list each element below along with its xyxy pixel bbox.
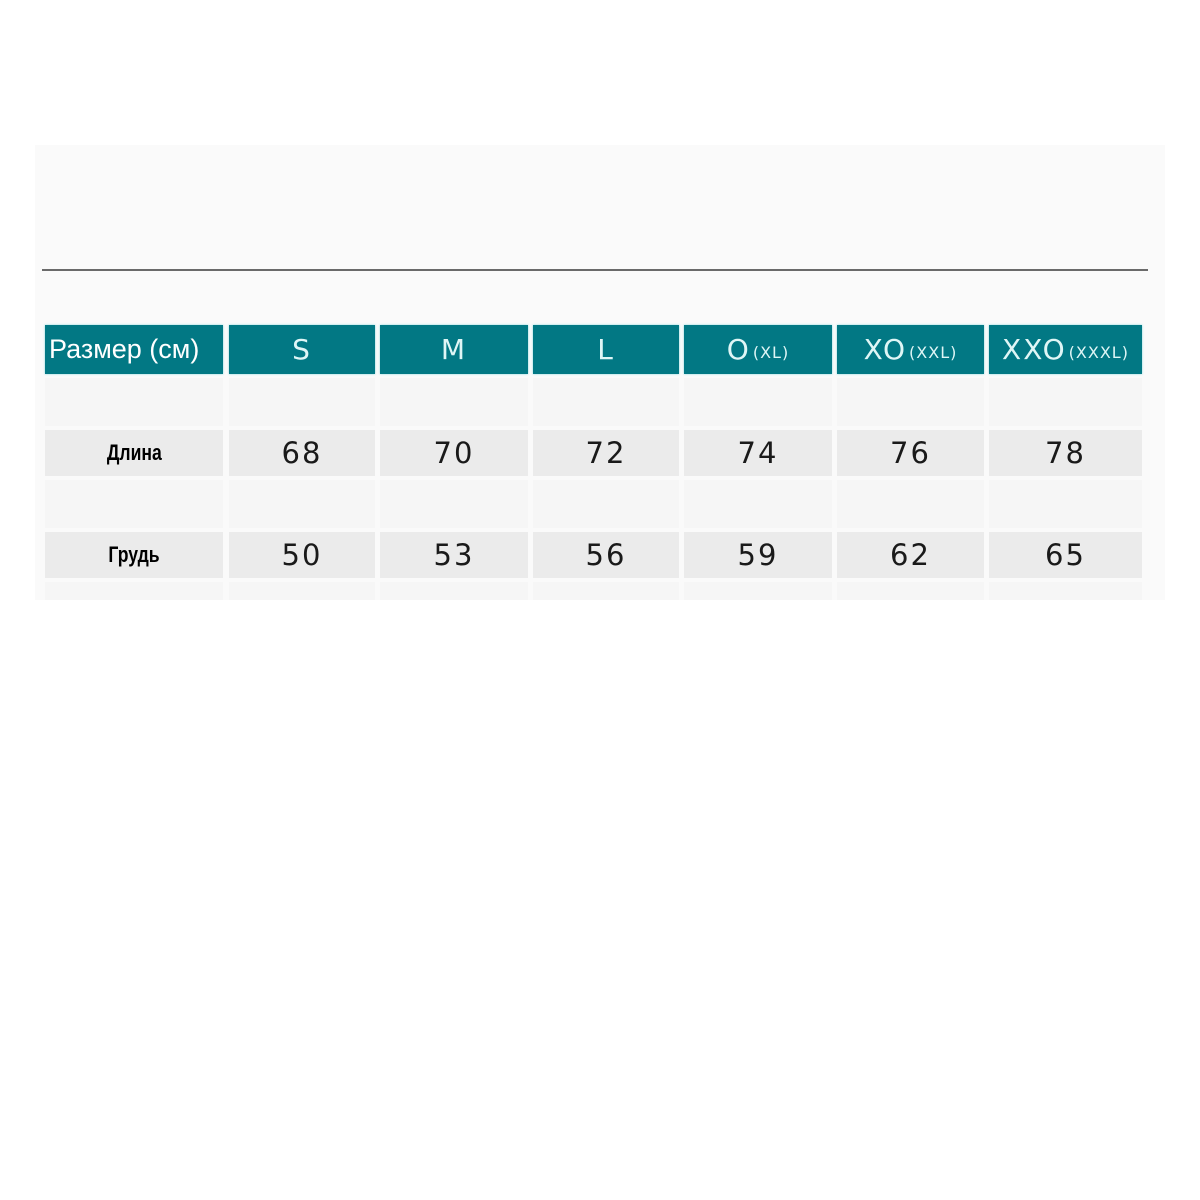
header-cell-size: M	[380, 325, 528, 374]
size-name: L	[597, 333, 615, 366]
corner-label: Размер (см)	[49, 334, 200, 364]
row-label-cell: Длина	[45, 430, 223, 476]
size-name: XO	[863, 333, 908, 366]
spacer-cell	[229, 582, 375, 600]
spacer-cell	[837, 480, 984, 528]
measurement-value: 62	[890, 538, 931, 572]
measurement-value: 65	[1045, 538, 1086, 572]
header-cell-size: S	[229, 325, 375, 374]
measurement-value: 50	[281, 538, 323, 572]
spacer-cell	[989, 480, 1142, 528]
spacer-cell	[533, 378, 679, 426]
spacer-cell	[229, 378, 375, 426]
measurement-value: 70	[433, 436, 475, 470]
divider-line	[42, 269, 1148, 271]
value-cell: 68	[229, 430, 375, 476]
value-cell: 53	[380, 532, 528, 578]
header-cell-size: XXO (XXXL)	[989, 325, 1142, 374]
spacer-cell	[533, 582, 679, 600]
size-name: O	[726, 333, 751, 366]
spacer-cell	[837, 582, 984, 600]
spacer-cell	[229, 480, 375, 528]
value-cell: 76	[837, 430, 984, 476]
size-name: XXO	[1002, 333, 1067, 366]
value-cell: 72	[533, 430, 679, 476]
measurement-value: 74	[737, 436, 779, 470]
value-cell: 78	[989, 430, 1142, 476]
spacer-cell	[684, 378, 832, 426]
value-cell: 62	[837, 532, 984, 578]
spacer-cell	[533, 480, 679, 528]
row-label-cell: Грудь	[45, 532, 223, 578]
measurement-value: 53	[433, 538, 475, 572]
spacer-cell	[684, 480, 832, 528]
measurement-value: 68	[281, 436, 323, 470]
row-label: Длина	[106, 440, 162, 465]
value-cell: 56	[533, 532, 679, 578]
header-cell-size: L	[533, 325, 679, 374]
spacer-cell	[45, 480, 223, 528]
header-cell-size: O (XL)	[684, 325, 832, 374]
size-alt-name: (XXXL)	[1068, 343, 1129, 362]
value-cell: 74	[684, 430, 832, 476]
spacer-cell	[684, 582, 832, 600]
value-cell: 50	[229, 532, 375, 578]
measurement-value: 76	[890, 436, 931, 470]
spacer-cell	[380, 480, 528, 528]
spacer-cell	[45, 582, 223, 600]
spacer-cell	[380, 378, 528, 426]
spacer-cell	[989, 378, 1142, 426]
value-cell: 59	[684, 532, 832, 578]
size-name: S	[292, 333, 312, 366]
spacer-cell	[45, 378, 223, 426]
spacer-cell	[380, 582, 528, 600]
size-alt-name: (XXL)	[909, 343, 958, 362]
measurement-value: 78	[1045, 436, 1086, 470]
size-alt-name: (XL)	[752, 343, 790, 362]
measurement-value: 59	[737, 538, 779, 572]
spacer-cell	[989, 582, 1142, 600]
spacer-cell	[837, 378, 984, 426]
size-name: M	[440, 333, 468, 366]
value-cell: 65	[989, 532, 1142, 578]
value-cell: 70	[380, 430, 528, 476]
row-label: Грудь	[108, 542, 160, 567]
header-cell-size: XO (XXL)	[837, 325, 984, 374]
measurement-value: 56	[585, 538, 627, 572]
measurement-value: 72	[585, 436, 627, 470]
header-cell-size-label: Размер (см)	[45, 325, 223, 374]
